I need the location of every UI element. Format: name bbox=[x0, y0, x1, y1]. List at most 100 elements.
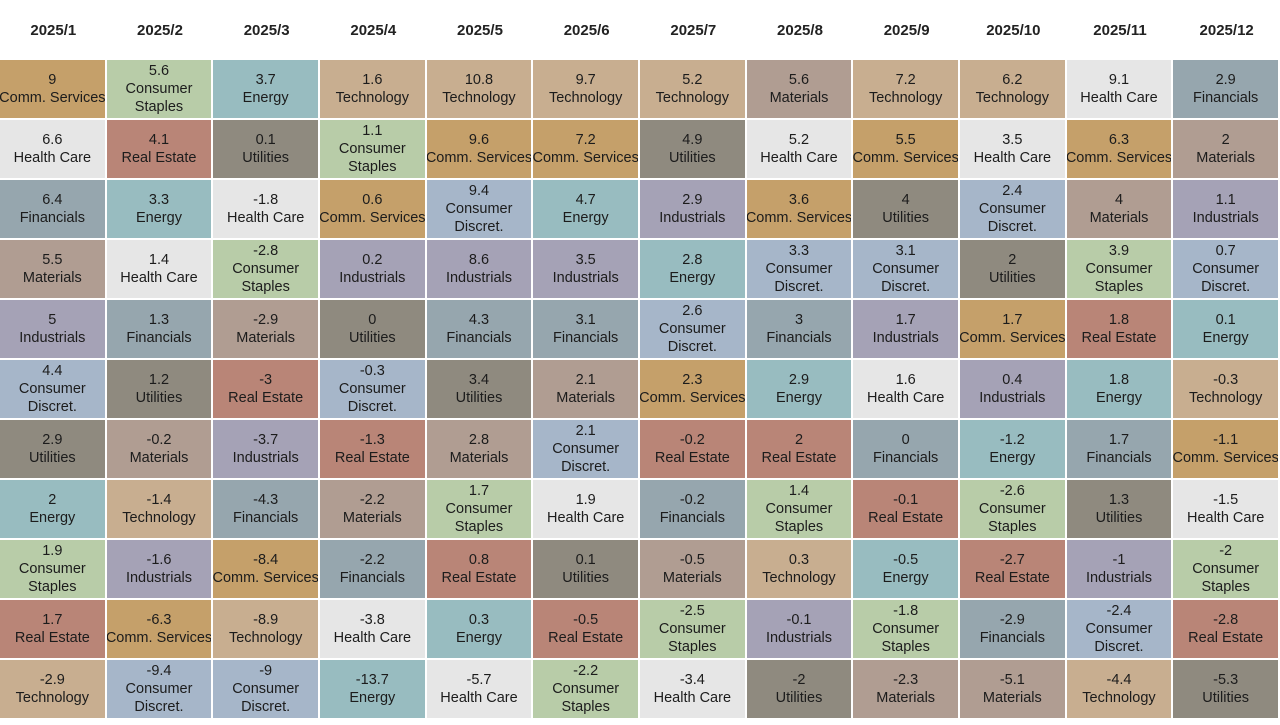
sector-cell: 1.7 Comm. Services bbox=[960, 300, 1067, 360]
sector-cell: -2 Consumer Staples bbox=[1173, 540, 1280, 600]
cell-sector: Materials bbox=[982, 690, 1042, 706]
sector-cell: 2.3 Comm. Services bbox=[640, 360, 747, 420]
cell-sector: Industrials bbox=[232, 450, 299, 466]
cell-value: -2.5 bbox=[679, 603, 705, 619]
cell-value: 1.3 bbox=[148, 312, 170, 328]
cell-sector: Consumer Discret. bbox=[978, 201, 1046, 235]
cell-value: -1.2 bbox=[999, 432, 1025, 448]
sector-cell: 1.1 Consumer Staples bbox=[320, 120, 427, 180]
cell-sector: Real Estate bbox=[868, 510, 944, 526]
cell-sector: Technology bbox=[1082, 690, 1156, 706]
cell-value: -2.2 bbox=[359, 552, 385, 568]
sector-cell: -8.4 Comm. Services bbox=[213, 540, 320, 600]
cell-sector: Health Care bbox=[866, 390, 945, 406]
cell-value: 7.2 bbox=[895, 72, 916, 88]
cell-value: -1.4 bbox=[146, 492, 172, 508]
column-header: 2025/10 bbox=[986, 21, 1041, 39]
cell-sector: Materials bbox=[1089, 210, 1149, 226]
cell-sector: Materials bbox=[236, 330, 296, 346]
column-header: 2025/2 bbox=[137, 21, 183, 39]
sector-cell: 6.6 Health Care bbox=[0, 120, 107, 180]
sector-cell: -3 Real Estate bbox=[213, 360, 320, 420]
sector-cell: 3.9 Consumer Staples bbox=[1066, 240, 1174, 300]
cell-sector: Real Estate bbox=[1188, 630, 1264, 646]
sector-cell: 2 Utilities bbox=[960, 240, 1067, 300]
sector-cell: 0 Financials bbox=[853, 420, 960, 480]
cell-value: 6.6 bbox=[42, 132, 63, 148]
cell-sector: Comm. Services bbox=[640, 390, 746, 406]
cell-value: 2 bbox=[48, 492, 57, 508]
sector-cell: 1.3 Utilities bbox=[1066, 480, 1174, 540]
cell-value: 10.8 bbox=[464, 72, 494, 88]
sector-cell: 2.4 Consumer Discret. bbox=[960, 180, 1067, 240]
cell-sector: Industrials bbox=[1085, 570, 1153, 586]
cell-value: -1.5 bbox=[1213, 492, 1239, 508]
cell-value: 4.1 bbox=[148, 132, 170, 148]
cell-sector: Health Care bbox=[120, 270, 198, 286]
cell-value: 0.6 bbox=[362, 192, 383, 208]
sector-cell: -6.3 Comm. Services bbox=[106, 600, 214, 660]
sector-cell: 0 Utilities bbox=[320, 300, 427, 360]
cell-value: 3.3 bbox=[148, 192, 170, 208]
cell-value: 0.1 bbox=[1215, 312, 1236, 328]
cell-value: 1.9 bbox=[575, 492, 596, 508]
cell-sector: Utilities bbox=[775, 690, 823, 706]
sector-cell: 2.9 Energy bbox=[746, 360, 854, 420]
cell-sector: Financials bbox=[446, 330, 512, 346]
cell-value: 4.9 bbox=[682, 132, 703, 148]
cell-value: 6.2 bbox=[1002, 72, 1023, 88]
cell-value: 8.6 bbox=[468, 252, 490, 268]
cell-sector: Health Care bbox=[546, 510, 625, 526]
sector-cell: 1.9 Health Care bbox=[533, 480, 640, 540]
cell-value: 1.7 bbox=[42, 612, 63, 628]
sector-cell: 2.9 Financials bbox=[1173, 60, 1280, 120]
sector-cell: 8.6 Industrials bbox=[426, 240, 534, 300]
cell-value: 5 bbox=[48, 312, 57, 328]
cell-value: 3.5 bbox=[1002, 132, 1023, 148]
cell-value: -0.5 bbox=[893, 552, 919, 568]
cell-sector: Utilities bbox=[135, 390, 183, 406]
cell-value: 0.1 bbox=[575, 552, 596, 568]
sector-cell: -0.1 Industrials bbox=[746, 600, 854, 660]
cell-sector: Energy bbox=[349, 690, 396, 706]
cell-sector: Consumer Staples bbox=[1192, 561, 1260, 595]
sector-cell: 1.1 Industrials bbox=[1173, 180, 1280, 240]
cell-sector: Consumer Discret. bbox=[1085, 621, 1153, 655]
cell-value: 5.5 bbox=[895, 132, 916, 148]
cell-sector: Industrials bbox=[659, 210, 726, 226]
cell-sector: Utilities bbox=[988, 270, 1036, 286]
cell-value: -2.9 bbox=[999, 612, 1025, 628]
sector-cell: 10.8 Technology bbox=[426, 60, 534, 120]
cell-value: -13.7 bbox=[355, 672, 389, 688]
cell-value: -0.5 bbox=[679, 552, 705, 568]
cell-sector: Consumer Staples bbox=[1085, 261, 1153, 295]
cell-sector: Materials bbox=[342, 510, 402, 526]
sector-cell: 1.7 Industrials bbox=[853, 300, 960, 360]
cell-value: -2 bbox=[792, 672, 806, 688]
cell-value: 3 bbox=[794, 312, 804, 328]
cell-value: 4.7 bbox=[575, 192, 596, 208]
sector-cell: -2.2 Financials bbox=[320, 540, 427, 600]
column-header: 2025/5 bbox=[457, 21, 503, 39]
sector-cell: 5.5 Materials bbox=[0, 240, 107, 300]
cell-value: -9.4 bbox=[146, 663, 172, 679]
sector-cell: 2.9 Utilities bbox=[0, 420, 107, 480]
cell-value: 3.6 bbox=[788, 192, 810, 208]
cell-value: 1.7 bbox=[468, 483, 490, 499]
sector-cell: 1.7 Consumer Staples bbox=[426, 480, 534, 540]
sector-cell: -2.9 Materials bbox=[213, 300, 320, 360]
cell-sector: Industrials bbox=[979, 390, 1046, 406]
cell-sector: Consumer Staples bbox=[232, 261, 300, 295]
cell-value: -5.3 bbox=[1213, 672, 1239, 688]
cell-sector: Materials bbox=[556, 390, 616, 406]
column-header: 2025/9 bbox=[883, 21, 930, 39]
cell-sector: Energy bbox=[1096, 390, 1142, 406]
cell-sector: Comm. Services bbox=[320, 210, 426, 226]
sector-cell: -13.7 Energy bbox=[320, 660, 427, 720]
cell-sector: Industrials bbox=[445, 270, 513, 286]
cell-sector: Industrials bbox=[125, 570, 193, 586]
cell-value: 1.6 bbox=[895, 372, 916, 388]
sector-cell: 0.7 Consumer Discret. bbox=[1173, 240, 1280, 300]
cell-value: -0.1 bbox=[893, 492, 919, 508]
cell-value: 9.4 bbox=[468, 183, 490, 199]
